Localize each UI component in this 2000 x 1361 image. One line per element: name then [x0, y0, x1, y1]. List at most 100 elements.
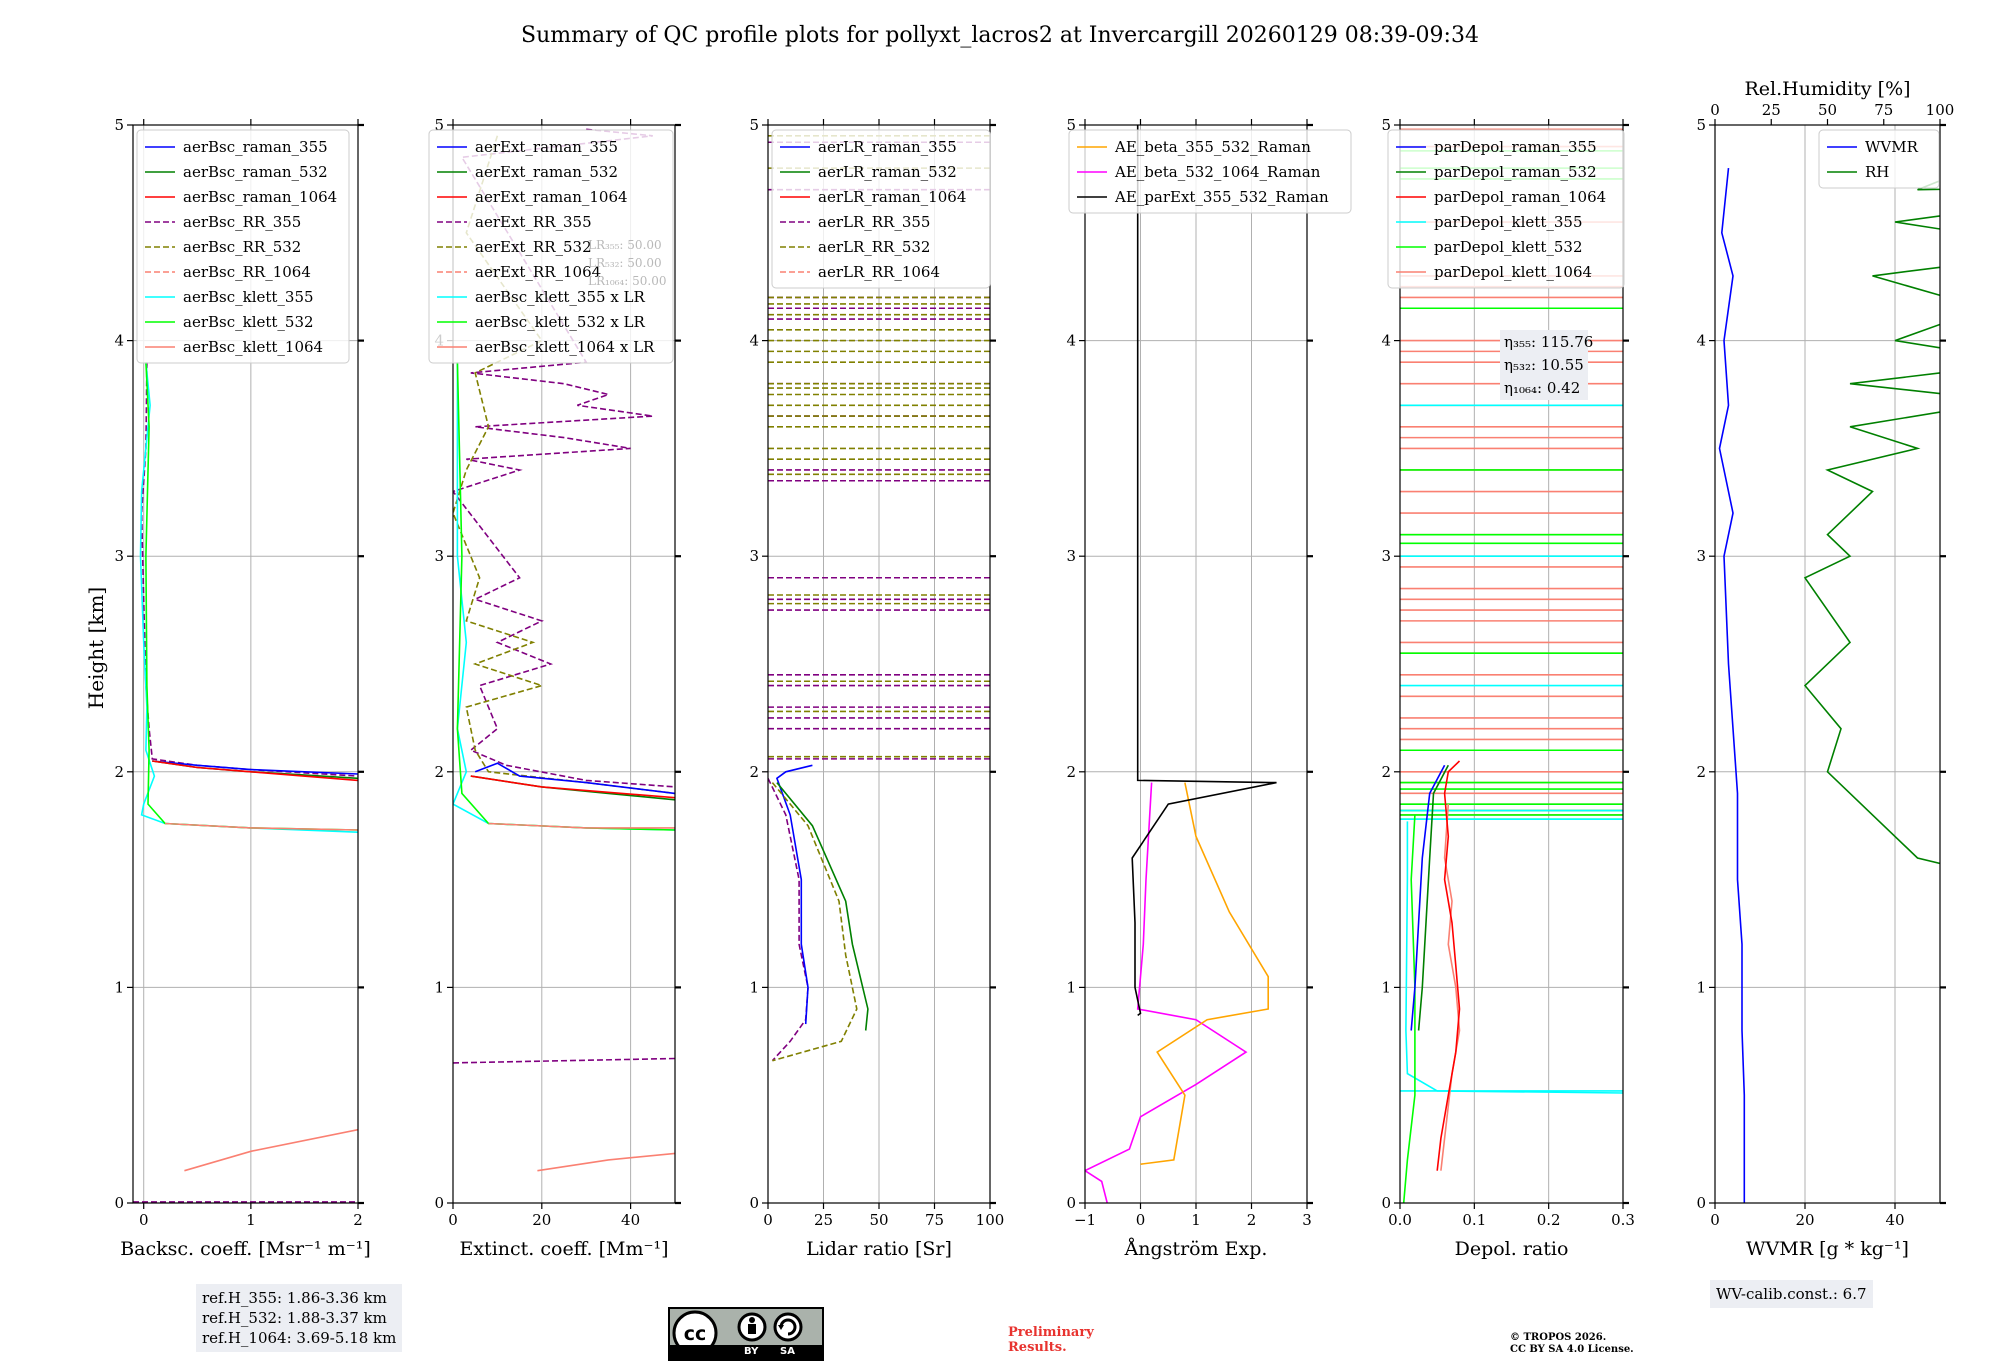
- legend-label: aerLR_RR_1064: [818, 263, 940, 281]
- x-tick-label: 20: [1795, 1211, 1814, 1229]
- y-tick-label: 2: [1381, 763, 1391, 781]
- legend-wv: WVMR RH: [1819, 130, 1939, 188]
- y-tick-label: 1: [434, 978, 444, 996]
- x-tick-label: 2: [1247, 1211, 1257, 1229]
- y-tick-label: 2: [1696, 763, 1706, 781]
- series-aerBsc_RR_355: [142, 362, 358, 776]
- y-tick-label: 2: [749, 763, 759, 781]
- y-tick-label: 1: [114, 978, 124, 996]
- legend-label: aerBsc_klett_355 x LR: [475, 288, 646, 306]
- y-axis-label: Height [km]: [84, 587, 108, 709]
- x-axis-label-wv: WVMR [g * kg⁻¹]: [1746, 1238, 1909, 1260]
- y-tick-label: 2: [114, 763, 124, 781]
- plot-area-bsc: [133, 362, 358, 1202]
- top-x-tick-label: 100: [1926, 101, 1955, 119]
- cc-by-label: BY: [744, 1345, 758, 1359]
- y-tick-label: 0: [434, 1194, 444, 1212]
- y-tick-label: 4: [1066, 332, 1076, 350]
- top-x-tick-label: 0: [1710, 101, 1720, 119]
- series-WVMR: [1720, 168, 1745, 1203]
- x-tick-label: 0: [139, 1211, 149, 1229]
- y-tick-label: 4: [114, 332, 124, 350]
- y-tick-label: 3: [749, 547, 759, 565]
- y-tick-label: 0: [1696, 1194, 1706, 1212]
- wv-calib-text: WV-calib.const.: 6.7: [1716, 1284, 1867, 1304]
- legend-label: aerExt_RR_1064: [475, 263, 601, 281]
- preliminary-line-1: Preliminary: [1008, 1325, 1094, 1340]
- legend-label: WVMR: [1865, 138, 1919, 156]
- legend-label: aerLR_RR_532: [818, 238, 930, 256]
- lidar-ratio-label: LR₁₀₆₄: 50.00: [588, 274, 666, 288]
- legend-label: aerExt_RR_355: [475, 213, 592, 231]
- y-tick-label: 5: [749, 116, 759, 134]
- x-tick-label: 0: [448, 1211, 458, 1229]
- wv-calibration-box: WV-calib.const.: 6.7: [1710, 1280, 1873, 1308]
- legend-label: parDepol_klett_1064: [1434, 263, 1592, 281]
- legend-label: aerBsc_raman_355: [183, 138, 328, 156]
- legend-label: aerExt_raman_532: [475, 163, 618, 181]
- y-tick-label: 1: [1696, 978, 1706, 996]
- eta-label: η₅₃₂: 10.55: [1504, 356, 1584, 374]
- series-aerBsc_klett_1064_low: [184, 1130, 358, 1171]
- series-aerBsc_klett_1064_low: [537, 1153, 675, 1170]
- x-tick-label: 1: [246, 1211, 256, 1229]
- y-tick-label: 0: [1066, 1194, 1076, 1212]
- x-tick-label: 75: [925, 1211, 944, 1229]
- legend-label: RH: [1865, 163, 1889, 181]
- reference-heights-box: ref.H_355: 1.86-3.36 km ref.H_532: 1.88-…: [196, 1284, 402, 1352]
- y-tick-label: 4: [749, 332, 759, 350]
- y-tick-label: 3: [1696, 547, 1706, 565]
- plot-area-dep: [1400, 129, 1623, 1203]
- legend-label: parDepol_klett_355: [1434, 213, 1583, 231]
- x-tick-label: 100: [976, 1211, 1005, 1229]
- copyright-line-2: CC BY SA 4.0 License.: [1510, 1344, 1634, 1356]
- series-aerExt_RR_low: [453, 1059, 675, 1063]
- y-tick-label: 0: [749, 1194, 759, 1212]
- lidar-ratio-label: LR₅₃₂: 50.00: [588, 256, 662, 270]
- y-tick-label: 0: [114, 1194, 124, 1212]
- legend-lr: aerLR_raman_355aerLR_raman_532aerLR_rama…: [772, 130, 990, 288]
- cc-license-badge: cc BY SA: [668, 1307, 824, 1361]
- y-tick-label: 4: [1381, 332, 1391, 350]
- plot-area-wv: [1720, 136, 2000, 1203]
- legend-label: parDepol_raman_532: [1434, 163, 1597, 181]
- ref-height-355: ref.H_355: 1.86-3.36 km: [202, 1288, 396, 1308]
- legend-ae: AE_beta_355_532_RamanAE_beta_532_1064_Ra…: [1069, 130, 1351, 213]
- legend-label: aerLR_raman_532: [818, 163, 957, 181]
- y-tick-label: 0: [1381, 1194, 1391, 1212]
- top-x-tick-label: 75: [1874, 101, 1893, 119]
- legend-label: aerBsc_klett_532 x LR: [475, 313, 646, 331]
- x-tick-label: 0: [1710, 1211, 1720, 1229]
- x-axis-label-bsc: Backsc. coeff. [Msr⁻¹ m⁻¹]: [120, 1238, 371, 1260]
- figure-title: Summary of QC profile plots for pollyxt_…: [521, 23, 1479, 48]
- legend-label: aerBsc_raman_1064: [183, 188, 337, 206]
- x-tick-label: 40: [1885, 1211, 1904, 1229]
- x-axis-label-ae: Ångström Exp.: [1124, 1238, 1268, 1260]
- legend-label: AE_beta_355_532_Raman: [1114, 138, 1311, 156]
- x-axis-label-dep: Depol. ratio: [1455, 1238, 1569, 1260]
- y-tick-label: 1: [1381, 978, 1391, 996]
- preliminary-results-note: Preliminary Results.: [1008, 1325, 1094, 1355]
- x-axis-label-lr: Lidar ratio [Sr]: [806, 1238, 952, 1260]
- y-tick-label: 2: [434, 763, 444, 781]
- copyright-note: © TROPOS 2026. CC BY SA 4.0 License.: [1510, 1332, 1634, 1356]
- legend-label: aerExt_raman_355: [475, 138, 618, 156]
- series-AE_beta_532_1064_Raman: [1085, 783, 1246, 1203]
- x-tick-label: 50: [869, 1211, 888, 1229]
- preliminary-line-2: Results.: [1008, 1340, 1094, 1355]
- x-tick-label: 20: [532, 1211, 551, 1229]
- eta-label: η₃₅₅: 115.76: [1504, 333, 1593, 351]
- x-tick-label: 25: [814, 1211, 833, 1229]
- plot-area-ae: [1085, 125, 1277, 1203]
- legend-label: aerLR_raman_1064: [818, 188, 966, 206]
- y-tick-label: 2: [1066, 763, 1076, 781]
- series-aerExt_raman_532: [471, 776, 675, 800]
- cc-sa-label: SA: [780, 1345, 795, 1359]
- legend-label: AE_parExt_355_532_Raman: [1114, 188, 1329, 206]
- series-aerBsc_klett_532 x LR: [457, 362, 675, 830]
- lidar-ratio-label: LR₃₅₅: 50.00: [588, 238, 662, 252]
